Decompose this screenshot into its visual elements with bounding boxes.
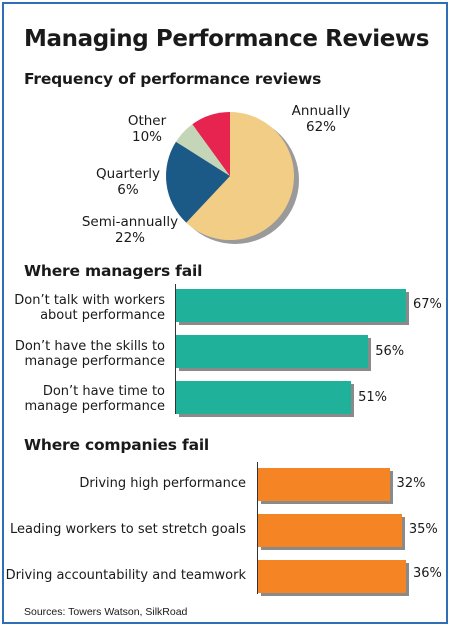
pie-chart-title: Frequency of performance reviews (24, 70, 322, 88)
manager-value-1: 56% (375, 344, 405, 359)
pie-label-semi-annually-value: 22% (114, 230, 145, 246)
manager-bar-0 (176, 289, 406, 322)
company-bar-1 (258, 514, 402, 547)
manager-category-0-line-2: about performance (40, 308, 165, 323)
pie-slice-semi-annually (166, 141, 230, 223)
source-note: Sources: Towers Watson, SilkRoad (24, 606, 188, 618)
company-category-1: Leading workers to set stretch goals (10, 522, 246, 537)
pie-label-quarterly-name: Quarterly (96, 166, 160, 182)
managers-chart-title: Where managers fail (24, 262, 203, 280)
manager-category-1-line-1: Don’t have the skills to (14, 339, 165, 354)
manager-category-1: Don’t have the skills to manage performa… (15, 339, 165, 369)
pie-label-quarterly-value: 6% (117, 182, 139, 198)
company-bar-2 (258, 560, 406, 593)
manager-category-0: Don’t talk with workers about performanc… (14, 293, 165, 323)
company-value-1: 35% (408, 522, 438, 537)
pie-slice-other (192, 112, 230, 176)
company-bar-0 (258, 468, 390, 501)
company-value-2: 36% (413, 566, 442, 581)
manager-bar-2 (176, 381, 352, 414)
manager-value-0: 67% (413, 297, 442, 312)
companies-axis (257, 462, 258, 594)
pie-chart (166, 112, 299, 244)
pie-label-annually-name: Annually (291, 103, 351, 119)
pie-label-other-value: 10% (131, 129, 162, 145)
pie-slice-annually (186, 112, 294, 241)
company-category-2: Driving accountability and teamwork (5, 568, 246, 583)
manager-category-1-line-2: manage performance (24, 354, 165, 369)
pie-label-annually-value: 62% (305, 119, 336, 135)
page-title: Managing Performance Reviews (24, 26, 430, 52)
manager-category-0-line-1: Don’t talk with workers (14, 293, 165, 308)
companies-chart-title: Where companies fail (24, 436, 210, 454)
pie-label-other: Other 10% (120, 113, 174, 145)
pie-slice-quarterly (175, 124, 230, 176)
manager-value-2: 51% (358, 390, 387, 405)
managers-axis (175, 284, 176, 414)
pie-label-annually: Annually 62% (266, 103, 376, 135)
manager-category-2: Don’t have time to manage performance (25, 384, 165, 414)
pie-label-quarterly: Quarterly 6% (92, 166, 164, 198)
pie-label-semi-annually: Semi-annually 22% (80, 214, 180, 246)
pie-label-semi-annually-name: Semi-annually (81, 214, 179, 230)
company-category-0: Driving high performance (79, 476, 246, 491)
manager-bar-1 (176, 335, 369, 368)
company-value-0: 32% (396, 476, 426, 491)
pie-label-other-name: Other (127, 113, 167, 129)
manager-category-2-line-2: manage performance (24, 399, 165, 414)
manager-category-2-line-1: Don’t have time to (42, 384, 165, 399)
